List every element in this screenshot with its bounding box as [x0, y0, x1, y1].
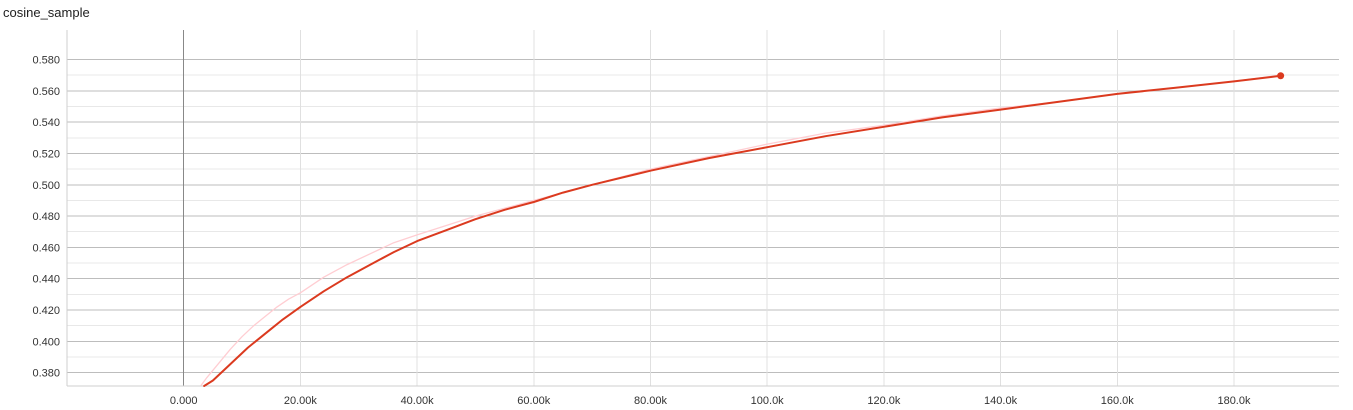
y-tick-label: 0.540 — [32, 117, 60, 129]
x-tick-label: 100.0k — [751, 395, 785, 407]
y-tick-label: 0.480 — [32, 211, 60, 223]
y-tick-label: 0.500 — [32, 180, 60, 192]
raw-series-line — [200, 74, 1282, 386]
x-tick-label: 180.0k — [1217, 395, 1251, 407]
y-tick-label: 0.440 — [32, 274, 60, 286]
grid — [67, 30, 1339, 386]
series-layer — [200, 72, 1285, 387]
x-tick-label: 140.0k — [984, 395, 1018, 407]
x-tick-label: 20.00k — [284, 395, 318, 407]
y-tick-label: 0.420 — [32, 305, 60, 317]
last-point-marker — [1277, 72, 1285, 80]
x-tick-label: 0.000 — [170, 395, 198, 407]
y-tick-label: 0.380 — [32, 368, 60, 380]
x-tick-label: 40.00k — [401, 395, 435, 407]
y-tick-label: 0.580 — [32, 54, 60, 66]
tick-labels: 0.380 0.400 0.420 0.440 0.460 0.480 0.500 0.520… — [32, 54, 1251, 407]
x-tick-label: 160.0k — [1101, 395, 1135, 407]
y-tick-label: 0.460 — [32, 242, 60, 254]
y-tick-label: 0.560 — [32, 86, 60, 98]
x-tick-label: 60.00k — [517, 395, 551, 407]
y-tick-label: 0.400 — [32, 336, 60, 348]
x-tick-label: 120.0k — [867, 395, 901, 407]
axes — [66, 30, 1339, 387]
smoothed-series-line — [203, 74, 1282, 387]
chart-title: cosine_sample — [3, 5, 90, 20]
y-tick-label: 0.520 — [32, 148, 60, 160]
x-tick-label: 80.00k — [634, 395, 668, 407]
